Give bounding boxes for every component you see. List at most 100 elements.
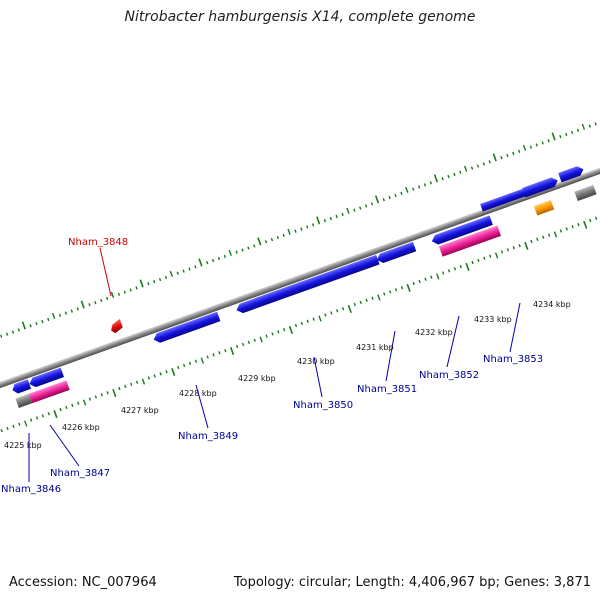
minor-tick bbox=[318, 315, 322, 322]
minor-tick bbox=[412, 281, 415, 286]
major-tick bbox=[80, 300, 85, 309]
minor-tick bbox=[194, 265, 197, 269]
minor-tick bbox=[247, 246, 250, 250]
minor-tick bbox=[147, 376, 150, 380]
gene-label-nham-3848[interactable]: Nham_3848 bbox=[68, 237, 128, 248]
minor-tick bbox=[488, 160, 491, 164]
major-tick bbox=[433, 174, 439, 183]
major-tick bbox=[112, 388, 117, 398]
rna-nham-3847[interactable] bbox=[28, 380, 70, 404]
minor-tick bbox=[577, 222, 580, 227]
gene-nham-3849[interactable] bbox=[152, 311, 221, 345]
major-tick bbox=[374, 195, 380, 204]
minor-tick bbox=[135, 286, 138, 290]
minor-tick bbox=[241, 248, 244, 252]
minor-tick bbox=[182, 269, 185, 273]
minor-tick bbox=[530, 239, 533, 244]
minor-tick bbox=[547, 233, 551, 237]
minor-tick bbox=[12, 424, 15, 429]
leader-nham-3847 bbox=[49, 424, 80, 467]
minor-tick bbox=[169, 270, 174, 277]
minor-tick bbox=[459, 170, 462, 174]
minor-tick bbox=[506, 248, 510, 252]
gene-label-nham-3852[interactable]: Nham_3852 bbox=[419, 370, 479, 381]
minor-tick bbox=[294, 229, 297, 233]
minor-tick bbox=[105, 296, 109, 301]
minor-tick bbox=[235, 250, 238, 254]
minor-tick bbox=[277, 330, 280, 334]
gene-nham-3848[interactable] bbox=[108, 318, 123, 334]
minor-tick bbox=[447, 174, 450, 179]
minor-tick bbox=[324, 313, 327, 317]
minor-tick bbox=[518, 243, 521, 248]
minor-tick bbox=[164, 275, 168, 280]
minor-tick bbox=[430, 275, 433, 279]
minor-tick bbox=[159, 372, 162, 376]
minor-tick bbox=[576, 128, 580, 132]
minor-tick bbox=[153, 374, 156, 378]
major-tick bbox=[316, 216, 321, 225]
leader-nham-3852 bbox=[446, 315, 460, 368]
minor-tick bbox=[88, 397, 92, 401]
minor-tick bbox=[471, 260, 474, 265]
minor-tick bbox=[306, 319, 309, 323]
gene-nham-3852[interactable] bbox=[430, 215, 493, 247]
gene-forward-2[interactable] bbox=[522, 176, 559, 198]
major-tick bbox=[288, 325, 294, 334]
gene-forward-3[interactable] bbox=[558, 165, 585, 183]
minor-tick bbox=[300, 321, 304, 326]
reverse-strand-features bbox=[11, 184, 597, 409]
leader-nham-3851 bbox=[385, 330, 396, 382]
minor-tick bbox=[29, 324, 32, 328]
minor-tick bbox=[41, 319, 44, 324]
gene-label-nham-3851[interactable]: Nham_3851 bbox=[357, 384, 417, 395]
minor-tick bbox=[158, 277, 162, 282]
minor-tick bbox=[595, 216, 598, 220]
minor-tick bbox=[336, 309, 339, 313]
gene-nham-3846-small[interactable] bbox=[11, 379, 32, 394]
minor-tick bbox=[506, 153, 509, 158]
minor-tick bbox=[341, 212, 344, 217]
genome-backbone bbox=[0, 153, 600, 402]
minor-tick bbox=[217, 256, 221, 261]
major-tick bbox=[171, 367, 176, 377]
pseudo-edge[interactable] bbox=[574, 184, 597, 201]
minor-tick bbox=[330, 311, 333, 315]
minor-tick bbox=[283, 328, 286, 332]
minor-tick bbox=[306, 225, 309, 229]
upper-tick-row bbox=[0, 122, 597, 338]
minor-tick bbox=[405, 186, 409, 193]
minor-tick bbox=[124, 384, 127, 389]
minor-tick bbox=[182, 363, 186, 368]
leader-nham-3853 bbox=[509, 302, 521, 353]
tick-label: 4231 kbp bbox=[356, 343, 394, 352]
feature-orange[interactable] bbox=[533, 199, 555, 216]
minor-tick bbox=[447, 269, 451, 273]
minor-tick bbox=[0, 334, 3, 338]
tick-label: 4232 kbp bbox=[415, 328, 453, 337]
minor-tick bbox=[517, 149, 521, 153]
minor-tick bbox=[553, 231, 558, 238]
gene-nham-3850[interactable] bbox=[235, 254, 380, 315]
gene-labels: Nham_3846 Nham_3847 Nham_3848 Nham_3849 … bbox=[1, 237, 543, 495]
rna-nham-3852[interactable] bbox=[438, 225, 502, 257]
gene-nham-3847[interactable] bbox=[28, 367, 65, 389]
minor-tick bbox=[559, 229, 563, 233]
minor-tick bbox=[11, 330, 15, 334]
minor-tick bbox=[130, 382, 133, 387]
minor-tick bbox=[76, 307, 79, 311]
minor-tick bbox=[311, 223, 315, 227]
tick-label: 4226 kbp bbox=[62, 423, 100, 432]
gene-label-nham-3850[interactable]: Nham_3850 bbox=[293, 400, 353, 411]
minor-tick bbox=[129, 288, 132, 292]
gene-nham-3851[interactable] bbox=[375, 241, 417, 265]
gene-label-nham-3846[interactable]: Nham_3846 bbox=[1, 484, 61, 495]
tick-label: 4228 kbp bbox=[179, 389, 217, 398]
pseudo-nham-3846[interactable] bbox=[15, 393, 33, 409]
minor-tick bbox=[423, 183, 427, 187]
gene-label-nham-3849[interactable]: Nham_3849 bbox=[178, 431, 238, 442]
gene-label-nham-3853[interactable]: Nham_3853 bbox=[483, 354, 543, 365]
gene-label-nham-3847[interactable]: Nham_3847 bbox=[50, 468, 110, 479]
minor-tick bbox=[594, 122, 597, 126]
